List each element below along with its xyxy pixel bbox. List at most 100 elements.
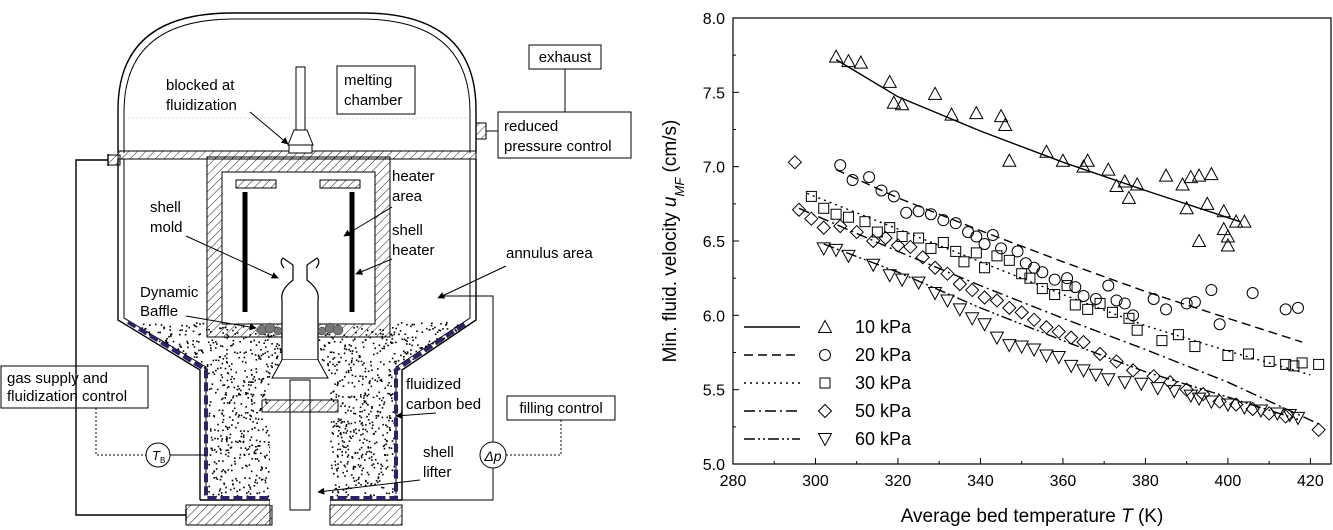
exhaust-port [475, 122, 487, 140]
data-point [964, 282, 980, 298]
filling-control-label: filling control [519, 400, 602, 417]
data-point [818, 202, 830, 214]
data-point [830, 208, 842, 220]
data-point [927, 287, 943, 301]
data-point [1089, 292, 1102, 305]
data-point [964, 312, 980, 326]
data-point [1063, 330, 1079, 345]
legend-marker [817, 433, 833, 447]
data-point [1061, 280, 1073, 292]
data-point [1039, 144, 1054, 158]
data-point [1172, 329, 1184, 341]
data-point [1061, 272, 1074, 285]
data-point [1270, 407, 1285, 422]
data-point [989, 293, 1005, 308]
data-point [977, 318, 992, 332]
data-point [912, 205, 925, 218]
data-point [1205, 284, 1218, 297]
data-point [894, 96, 910, 111]
data-point [1055, 153, 1071, 167]
reduced-pressure-label-2: pressure control [504, 138, 612, 155]
data-point [896, 231, 908, 243]
data-point [1016, 268, 1028, 280]
data-point [1253, 404, 1269, 419]
legend-label: 30 kPa [855, 373, 912, 393]
data-point [1028, 261, 1041, 274]
data-point [1100, 162, 1116, 176]
data-point [1280, 358, 1292, 370]
data-point [882, 269, 898, 283]
data-point [1150, 382, 1166, 396]
data-point [842, 211, 854, 223]
data-markers [787, 49, 1326, 438]
data-point [1220, 398, 1236, 413]
data-point [890, 238, 906, 253]
x-axis-title: Average bed temperature T (K) [901, 506, 1164, 527]
tb-subscript: B [160, 456, 165, 465]
gas-inlet-port [107, 154, 121, 166]
x-axis: 280 300 320 340 360 380 400 420 [720, 458, 1324, 490]
data-point [950, 245, 962, 257]
shell-lifter-label-2: lifter [423, 464, 451, 481]
data-point [1131, 324, 1143, 336]
y-tick-label: 7.0 [703, 160, 725, 177]
data-point [828, 243, 844, 258]
data-point [1129, 176, 1145, 191]
x-tick-label: 280 [720, 473, 747, 490]
filling-control-box [506, 395, 616, 421]
x-tick-label: 400 [1215, 473, 1242, 490]
x-tick-label: 380 [1132, 473, 1159, 490]
reduced-pressure-label-1: reduced [504, 118, 558, 135]
data-point [911, 276, 926, 291]
apparatus-diagram: exhaust reduced pressure control melting… [0, 12, 632, 526]
x-tick-label: 340 [967, 473, 994, 490]
data-point [1195, 386, 1211, 402]
data-point [804, 211, 819, 226]
data-point [940, 266, 955, 281]
legend-marker [819, 349, 831, 361]
data-point [1179, 200, 1194, 215]
data-point [1160, 303, 1173, 316]
gas-supply-label-1: gas supply and [7, 370, 108, 387]
data-point [989, 331, 1005, 346]
data-point [1003, 254, 1015, 266]
data-point [834, 159, 847, 172]
data-point [878, 230, 893, 246]
data-point [1117, 376, 1133, 390]
y-tick-label: 5.5 [703, 383, 725, 400]
data-point [1039, 320, 1054, 335]
data-point [1156, 335, 1168, 347]
data-point [952, 276, 968, 292]
data-point [1216, 221, 1232, 236]
data-point [1076, 364, 1091, 378]
data-point [986, 229, 999, 242]
shell-lifter-label-1: shell [423, 444, 454, 461]
fit-lines [798, 59, 1319, 425]
fluidized-bed-label-2: carbon bed [406, 396, 481, 413]
data-point [1191, 392, 1207, 407]
data-point [863, 171, 876, 184]
data-point [1175, 176, 1190, 191]
y-tick-label: 7.5 [703, 85, 725, 102]
data-point [1146, 369, 1161, 384]
data-point [871, 226, 883, 238]
data-point [849, 224, 864, 240]
data-point [968, 105, 984, 120]
data-point [841, 53, 856, 68]
data-point [787, 154, 803, 170]
x-tick-label: 320 [885, 473, 912, 490]
data-point [1001, 153, 1017, 167]
data-point [1189, 341, 1201, 353]
data-point [894, 273, 910, 288]
data-point [1011, 245, 1024, 258]
data-point [979, 262, 991, 274]
legend-label: 10 kPa [855, 317, 912, 337]
data-point [887, 190, 900, 203]
data-point [1048, 273, 1061, 286]
data-point [1237, 214, 1252, 228]
tb-symbol: T [152, 448, 161, 463]
data-point [913, 232, 925, 244]
fluidized-bed-label-1: fluidized [406, 376, 461, 393]
data-point [1147, 292, 1160, 305]
data-point [1191, 233, 1207, 247]
